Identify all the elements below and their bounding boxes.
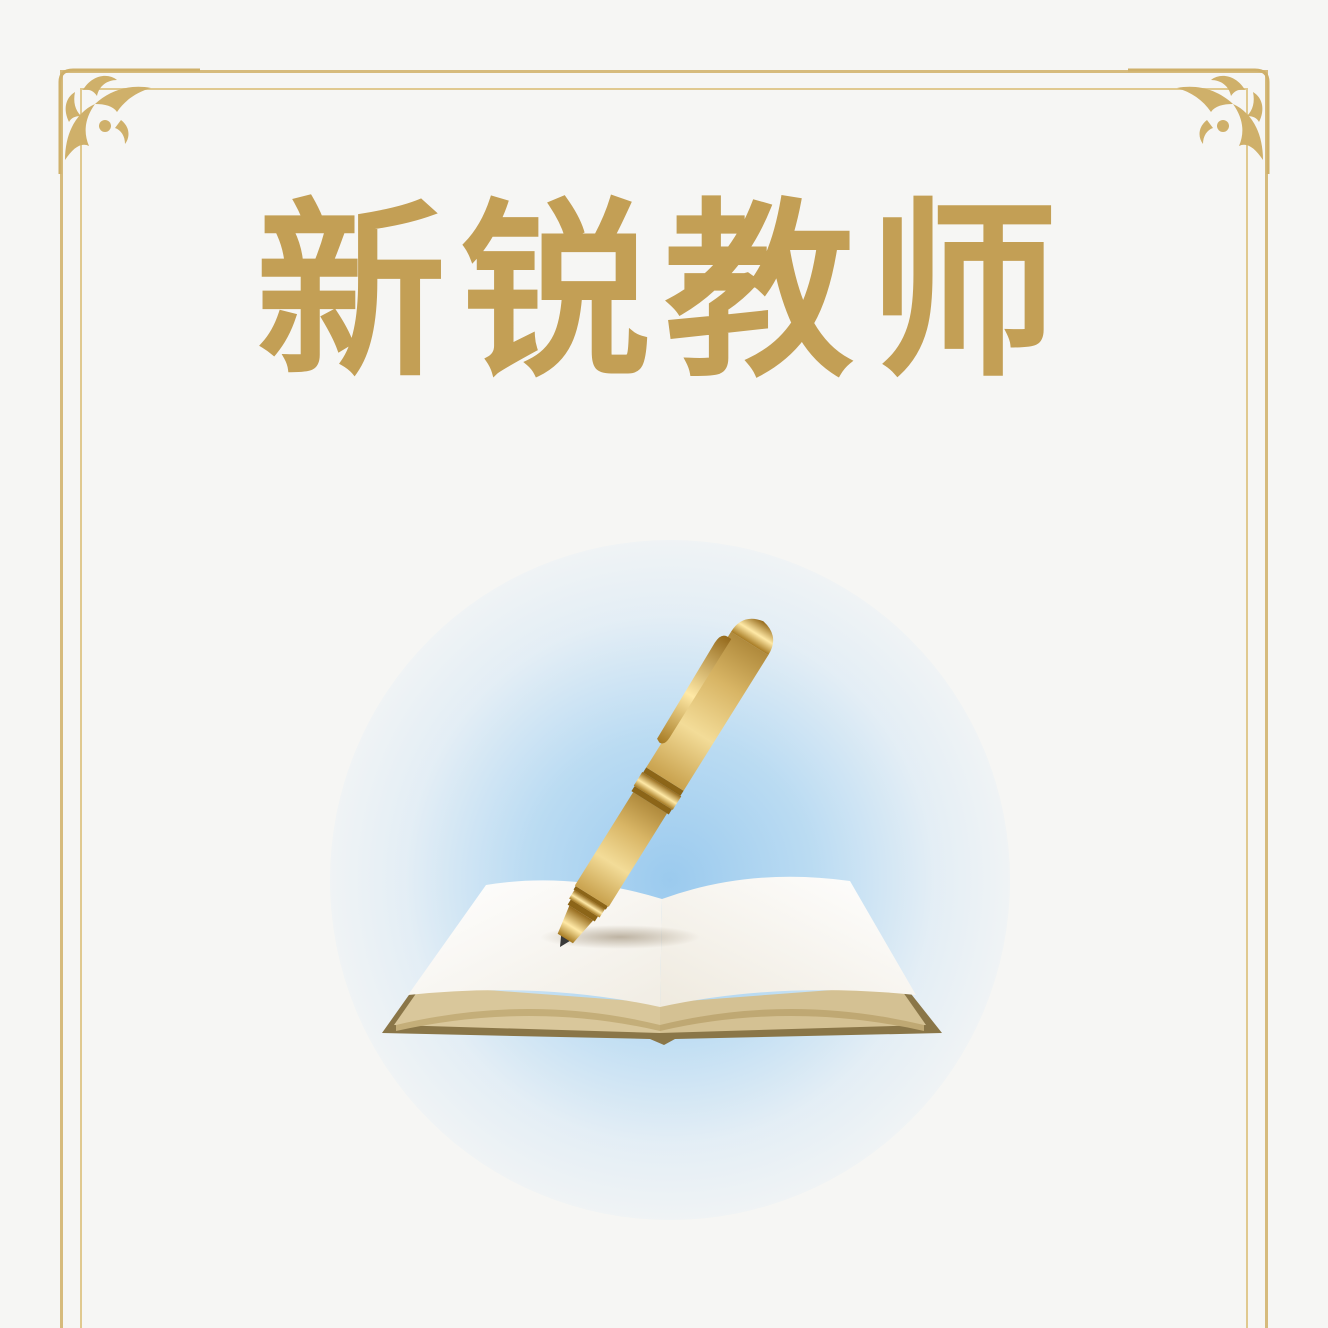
corner-ornament-left-icon <box>58 68 200 174</box>
open-book-icon <box>382 876 942 1045</box>
blue-glow-background <box>330 540 1010 1220</box>
corner-ornament-right-icon <box>1128 68 1270 174</box>
fountain-pen-icon <box>557 618 774 947</box>
cover-title: 新锐教师 <box>255 180 1072 403</box>
inner-gold-frame <box>80 88 1248 1328</box>
outer-gold-frame <box>60 70 1268 1328</box>
book-and-pen-illustration <box>382 618 942 1045</box>
